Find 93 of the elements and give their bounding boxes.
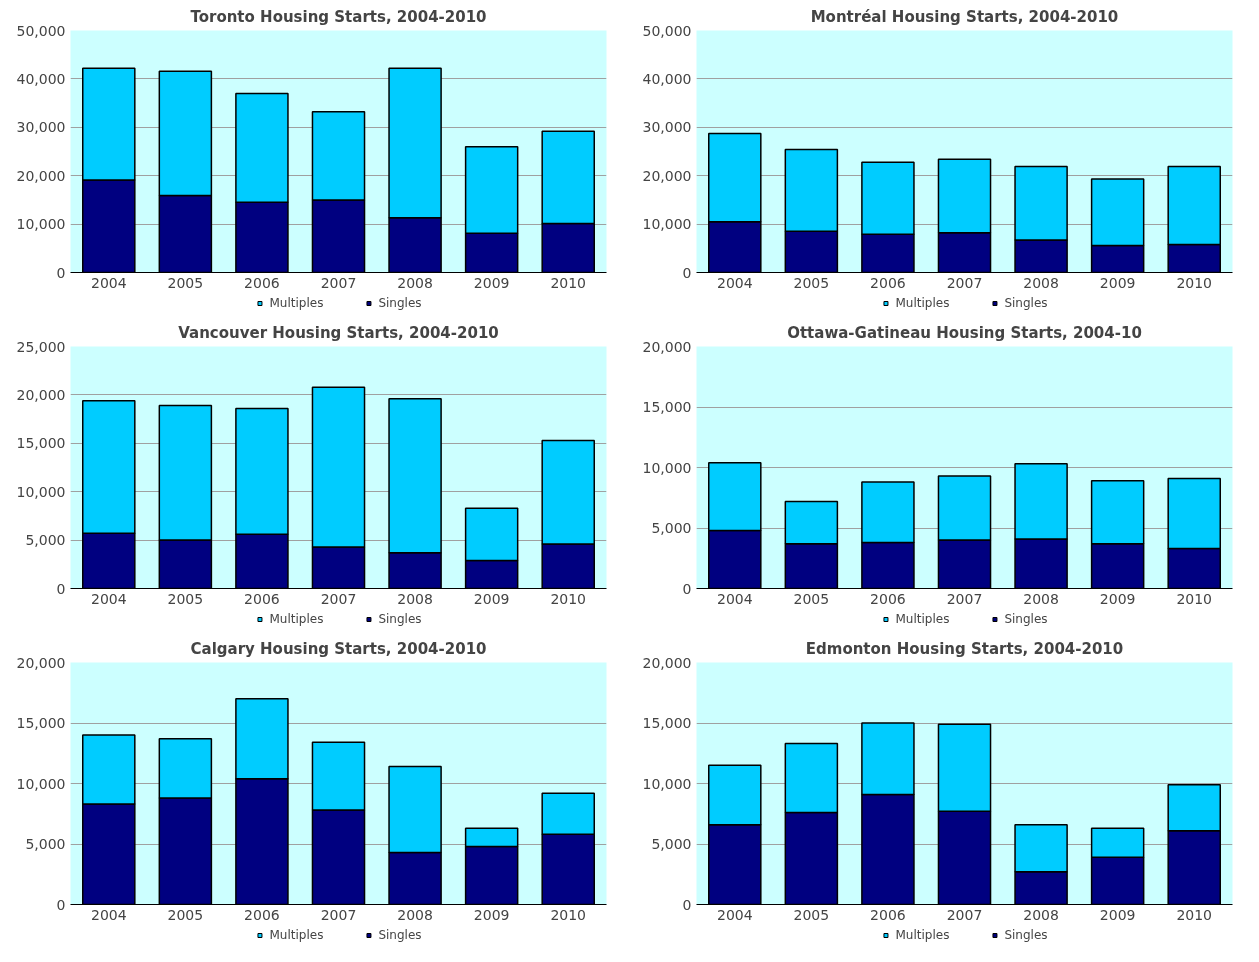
x-tick-label: 2009 — [1099, 590, 1136, 607]
x-tick-label: 2006 — [870, 274, 906, 291]
x-tick-label: 2009 — [473, 590, 510, 607]
y-tick-label: 20,000 — [16, 167, 66, 184]
chart-title: Montréal Housing Starts, 2004-2010 — [810, 7, 1119, 26]
x-tick-label: 2004 — [716, 906, 753, 923]
x-tick-label: 2008 — [1023, 274, 1059, 291]
chart-title: Vancouver Housing Starts, 2004-2010 — [178, 323, 499, 342]
legend-label: Multiples — [895, 928, 950, 942]
x-tick-label: 2009 — [1099, 906, 1136, 923]
y-tick-label: 10,000 — [642, 216, 692, 233]
y-tick-label: 0 — [56, 264, 66, 281]
legend-label: Multiples — [269, 612, 324, 626]
x-tick-label: 2008 — [1023, 590, 1059, 607]
legend-label: Singles — [378, 928, 422, 942]
y-tick-label: 10,000 — [16, 775, 66, 792]
y-tick-label: 20,000 — [642, 167, 692, 184]
x-tick-label: 2010 — [550, 906, 587, 923]
x-tick-label: 2005 — [793, 906, 830, 923]
y-tick-label: 40,000 — [16, 70, 66, 87]
y-tick-label: 25,000 — [16, 338, 66, 355]
legend-label: Singles — [378, 296, 422, 310]
x-tick-label: 2005 — [793, 274, 830, 291]
y-tick-label: 30,000 — [16, 119, 66, 136]
y-tick-label: 0 — [682, 580, 692, 597]
x-tick-label: 2006 — [870, 590, 906, 607]
y-tick-label: 10,000 — [642, 459, 692, 476]
legend-label: Singles — [378, 612, 422, 626]
y-tick-label: 15,000 — [642, 399, 692, 415]
y-tick-label: 5,000 — [25, 532, 66, 549]
x-tick-label: 2005 — [167, 590, 204, 607]
x-tick-label: 2006 — [244, 590, 280, 607]
y-tick-label: 50,000 — [642, 22, 692, 39]
legend-label: Multiples — [269, 928, 324, 942]
chart-title: Ottawa-Gatineau Housing Starts, 2004-10 — [787, 323, 1142, 342]
y-tick-label: 5,000 — [651, 520, 692, 536]
x-tick-label: 2005 — [167, 906, 204, 923]
x-tick-label: 2007 — [320, 274, 357, 291]
chart-title: Toronto Housing Starts, 2004-2010 — [190, 7, 487, 26]
y-tick-label: 20,000 — [642, 654, 692, 671]
y-tick-label: 50,000 — [16, 22, 66, 39]
x-tick-label: 2007 — [320, 906, 357, 923]
x-tick-label: 2005 — [167, 274, 204, 291]
x-tick-label: 2009 — [473, 274, 510, 291]
legend-label: Singles — [1004, 612, 1048, 626]
x-tick-label: 2010 — [550, 590, 587, 607]
y-tick-label: 0 — [682, 264, 692, 281]
x-tick-label: 2004 — [716, 590, 753, 607]
legend-label: Singles — [1004, 296, 1048, 310]
y-tick-label: 20,000 — [16, 386, 66, 403]
x-tick-label: 2004 — [90, 906, 127, 923]
x-tick-label: 2010 — [1176, 590, 1213, 607]
x-tick-label: 2010 — [550, 274, 587, 291]
x-tick-label: 2008 — [397, 906, 433, 923]
y-tick-label: 20,000 — [16, 654, 66, 671]
x-tick-label: 2006 — [244, 906, 280, 923]
chart-title: Calgary Housing Starts, 2004-2010 — [190, 639, 487, 658]
legend-label: Singles — [1004, 928, 1048, 942]
y-tick-label: 10,000 — [16, 216, 66, 233]
legend-label: Multiples — [895, 296, 950, 310]
x-tick-label: 2008 — [397, 590, 433, 607]
x-tick-label: 2008 — [397, 274, 433, 291]
y-tick-label: 20,000 — [642, 338, 692, 355]
x-tick-label: 2008 — [1023, 906, 1059, 923]
x-tick-label: 2006 — [244, 274, 280, 291]
y-tick-label: 15,000 — [16, 715, 66, 731]
y-tick-label: 15,000 — [16, 435, 66, 452]
x-tick-label: 2004 — [716, 274, 753, 291]
legend-label: Multiples — [269, 296, 324, 310]
x-tick-label: 2004 — [90, 590, 127, 607]
y-tick-label: 15,000 — [642, 715, 692, 731]
x-tick-label: 2009 — [473, 906, 510, 923]
y-tick-label: 5,000 — [25, 836, 66, 852]
y-tick-label: 0 — [56, 580, 66, 597]
x-tick-label: 2010 — [1176, 906, 1213, 923]
chart-title: Edmonton Housing Starts, 2004-2010 — [805, 639, 1124, 658]
y-tick-label: 0 — [56, 896, 66, 913]
legend-label: Multiples — [895, 612, 950, 626]
y-tick-label: 0 — [682, 896, 692, 913]
y-tick-label: 5,000 — [651, 836, 692, 852]
y-tick-label: 30,000 — [642, 119, 692, 136]
x-tick-label: 2007 — [946, 274, 983, 291]
x-tick-label: 2007 — [320, 590, 357, 607]
x-tick-label: 2006 — [870, 906, 906, 923]
x-tick-label: 2007 — [946, 906, 983, 923]
y-tick-label: 40,000 — [642, 70, 692, 87]
x-tick-label: 2009 — [1099, 274, 1136, 291]
y-tick-label: 10,000 — [16, 483, 66, 500]
x-tick-label: 2004 — [90, 274, 127, 291]
x-tick-label: 2005 — [793, 590, 830, 607]
y-tick-label: 10,000 — [642, 775, 692, 792]
x-tick-label: 2007 — [946, 590, 983, 607]
x-tick-label: 2010 — [1176, 274, 1213, 291]
